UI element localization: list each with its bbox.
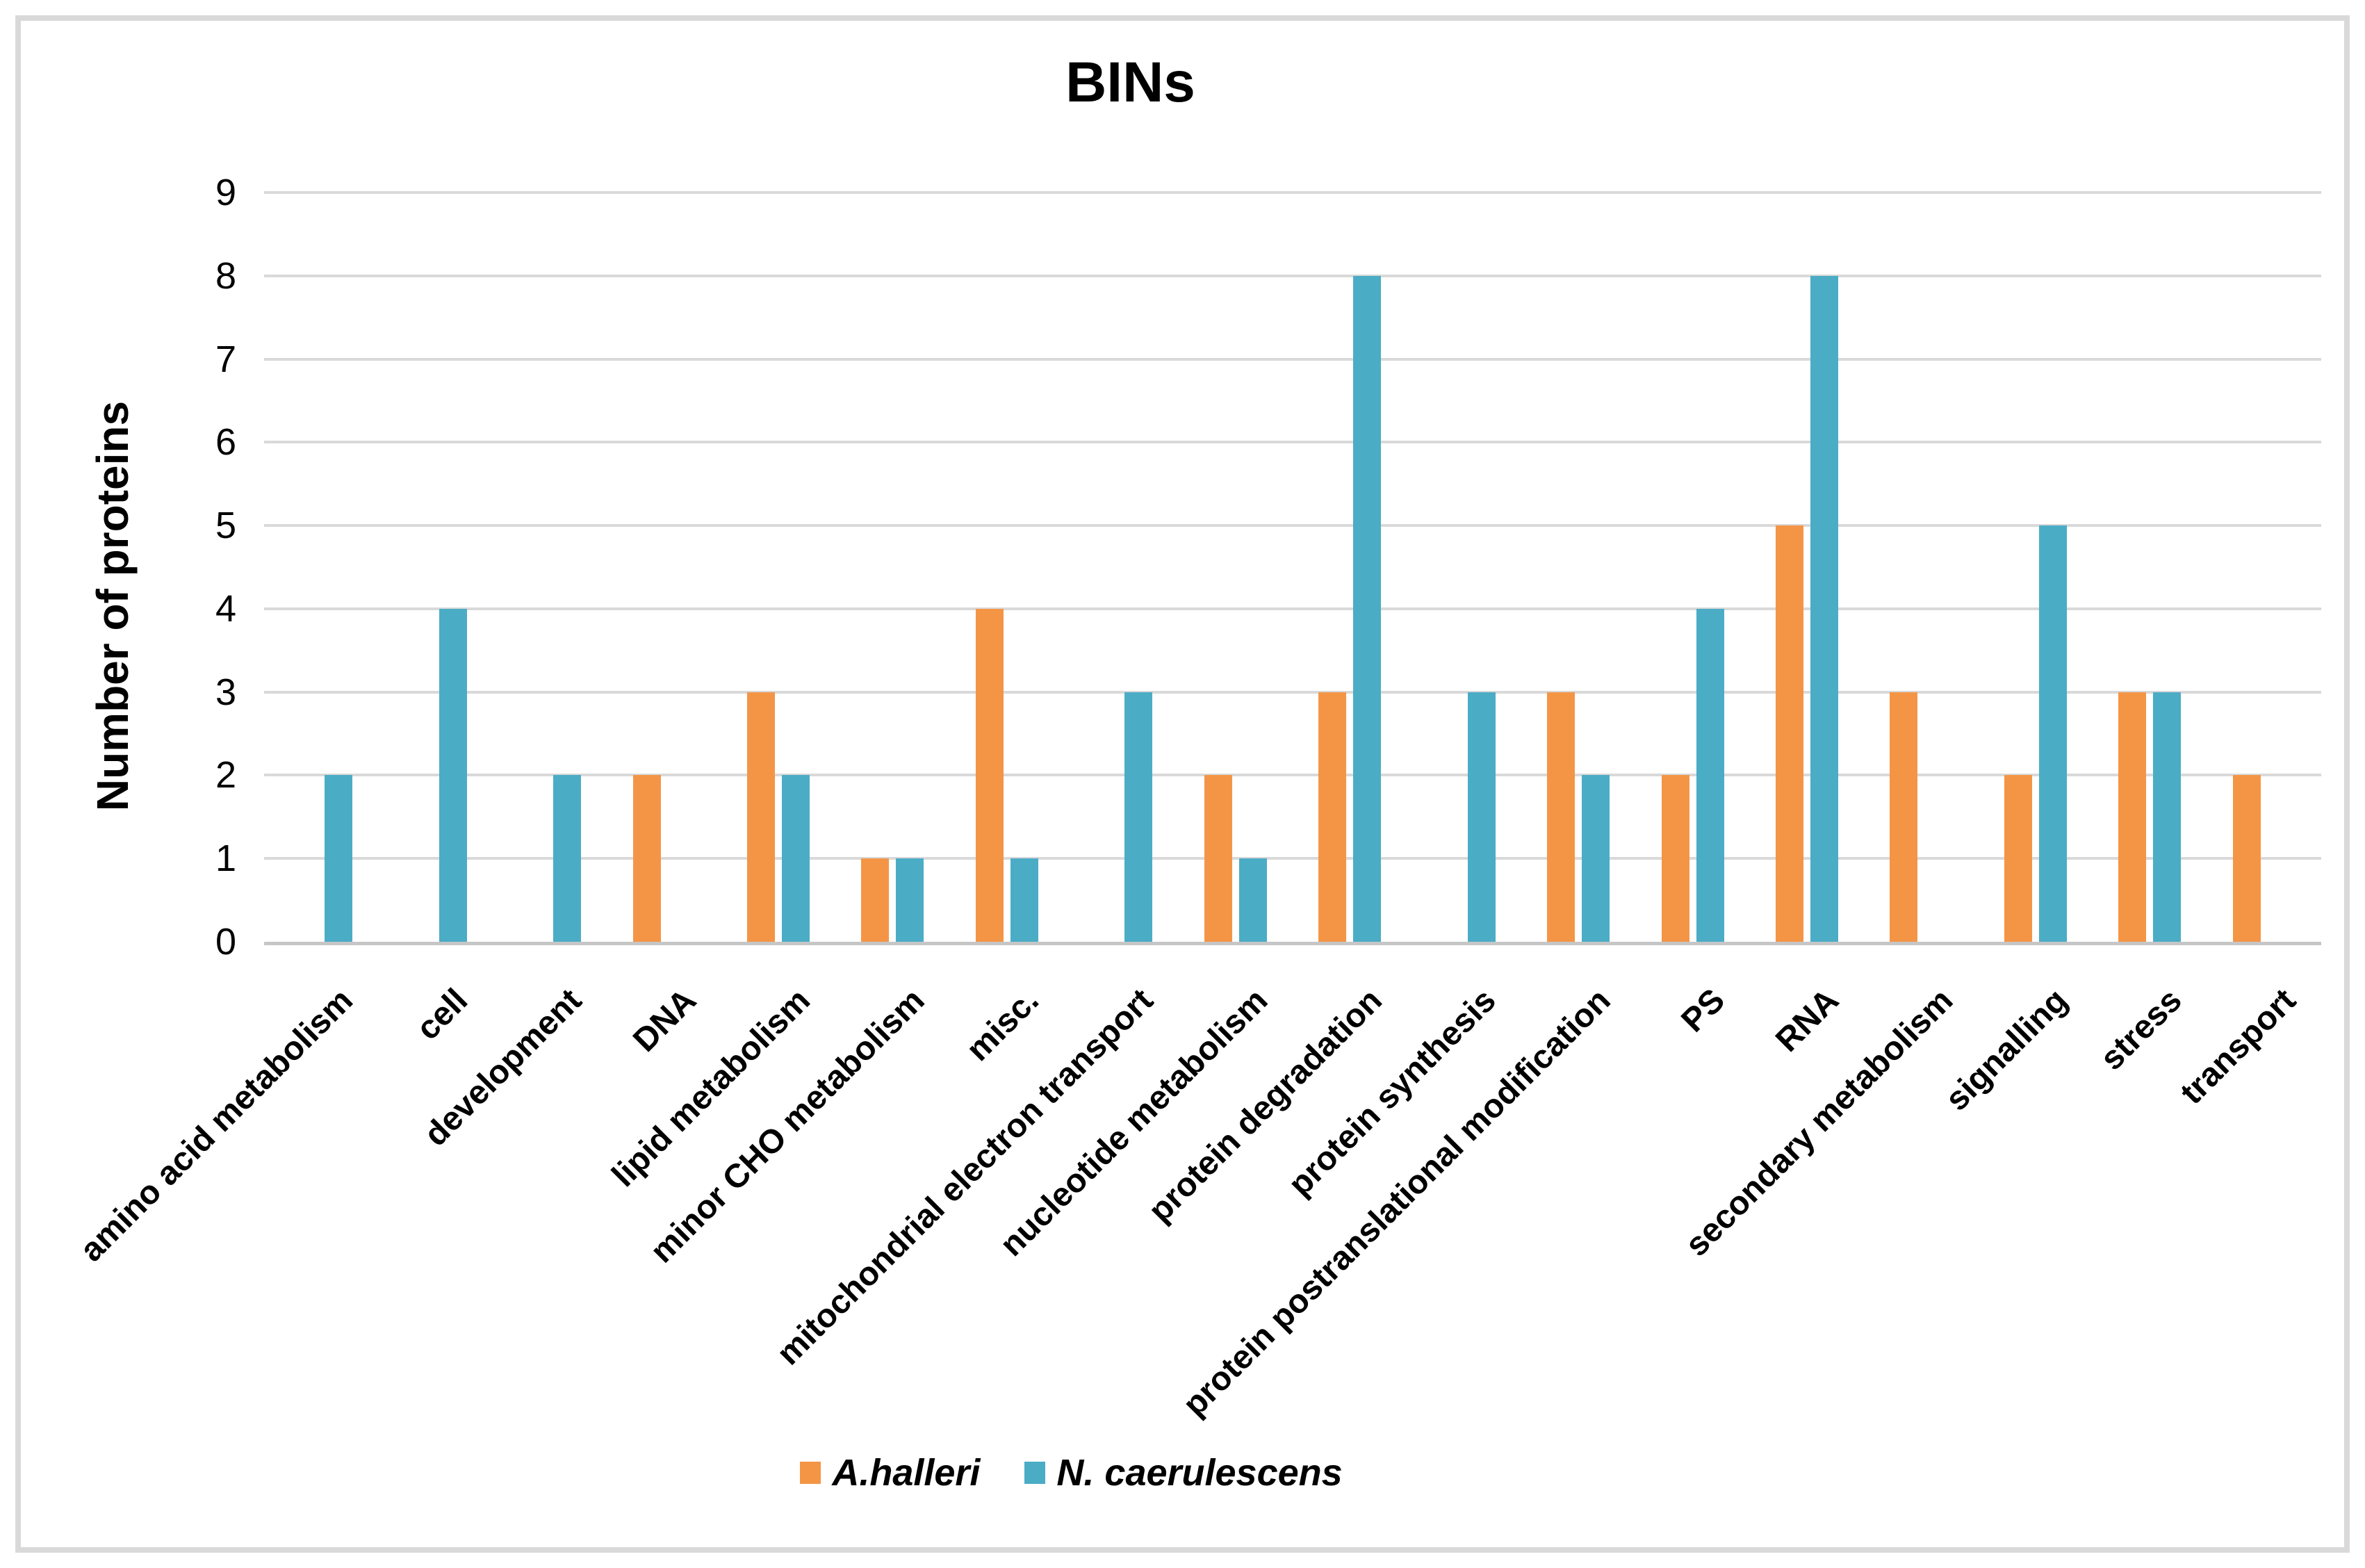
legend-item-a-halleri: A.halleri [800,1451,980,1494]
gridline-y-4 [264,607,2321,610]
bar-series2-nucleotide-metabolism [1238,858,1267,942]
bar-series1-nucleotide-metabolism [1204,775,1232,942]
legend-item-n-caerulescens: N. caerulescens [1024,1451,1343,1494]
legend-swatch-a-halleri [800,1462,821,1484]
bar-series2-rna [1810,275,1838,942]
y-tick-label-5: 5 [215,505,236,547]
bar-series2-stress [2153,692,2182,942]
x-axis-line [264,942,2321,945]
gridline-y-1 [264,857,2321,860]
bar-series2-cell [439,608,467,942]
bar-series1-signalling [2004,775,2032,942]
y-tick-label-3: 3 [215,671,236,713]
x-category-label-protein-postranslational-modification: protein postranslational modification [1176,981,1618,1423]
bar-series2-protein-degradation [1353,275,1382,942]
x-category-label-cell: cell [409,981,475,1047]
bar-series1-misc- [975,608,1004,942]
y-tick-label-2: 2 [215,754,236,797]
bar-series2-lipid-metabolism [782,775,810,942]
y-tick-label-1: 1 [215,838,236,880]
gridline-y-8 [264,274,2321,277]
x-category-label-rna: RNA [1769,981,1847,1059]
bar-series2-mitochondrial-electron-transport [1124,692,1153,942]
bar-series1-dna [632,775,661,942]
bar-series1-ps [1661,775,1689,942]
chart-title: BINs [1065,51,1195,114]
gridline-y-2 [264,774,2321,777]
y-tick-label-8: 8 [215,254,236,297]
y-tick-label-4: 4 [215,587,236,630]
x-category-label-misc-: misc. [959,981,1047,1068]
x-category-label-transport: transport [2173,981,2303,1112]
x-category-label-lipid-metabolism: lipid metabolism [605,981,818,1194]
x-category-label-signalling: signalling [1938,981,2075,1118]
bar-series1-protein-degradation [1318,692,1347,942]
plot-area [264,191,2321,945]
bar-series1-stress [2118,692,2147,942]
bar-series1-rna [1776,525,1803,942]
bar-series2-signalling [2038,525,2067,942]
bar-series1-secondary-metabolism [1890,692,1918,942]
bar-series2-protein-postranslational-modification [1582,775,1610,942]
y-tick-label-6: 6 [215,421,236,464]
legend-label-a-halleri: A.halleri [832,1452,981,1494]
bar-series2-misc- [1010,858,1038,942]
gridline-y-9 [264,191,2321,194]
bar-series1-minor-cho-metabolism [861,858,890,942]
bar-series2-amino-acid-metabolism [325,775,353,942]
legend-swatch-n-caerulescens [1024,1462,1046,1484]
x-category-label-ps: PS [1673,981,1732,1040]
gridline-y-3 [264,690,2321,694]
x-category-label-stress: stress [2093,981,2189,1078]
legend-label-n-caerulescens: N. caerulescens [1056,1452,1343,1494]
bar-series1-transport [2232,775,2261,942]
gridline-y-5 [264,524,2321,528]
bar-series1-lipid-metabolism [747,692,775,942]
bar-series2-minor-cho-metabolism [896,858,924,942]
bar-series2-ps [1696,608,1724,942]
x-category-label-amino-acid-metabolism: amino acid metabolism [73,981,361,1269]
gridline-y-6 [264,441,2321,444]
y-tick-label-0: 0 [215,921,236,963]
bar-series2-development [553,775,582,942]
y-tick-label-9: 9 [215,172,236,213]
x-category-label-dna: DNA [625,981,703,1059]
x-category-label-protein-synthesis: protein synthesis [1282,981,1503,1204]
bar-series2-protein-synthesis [1467,692,1496,942]
y-tick-label-7: 7 [215,338,236,380]
gridline-y-7 [264,357,2321,361]
legend: A.halleri N. caerulescens [0,1451,2143,1494]
bar-series1-protein-postranslational-modification [1547,692,1576,942]
